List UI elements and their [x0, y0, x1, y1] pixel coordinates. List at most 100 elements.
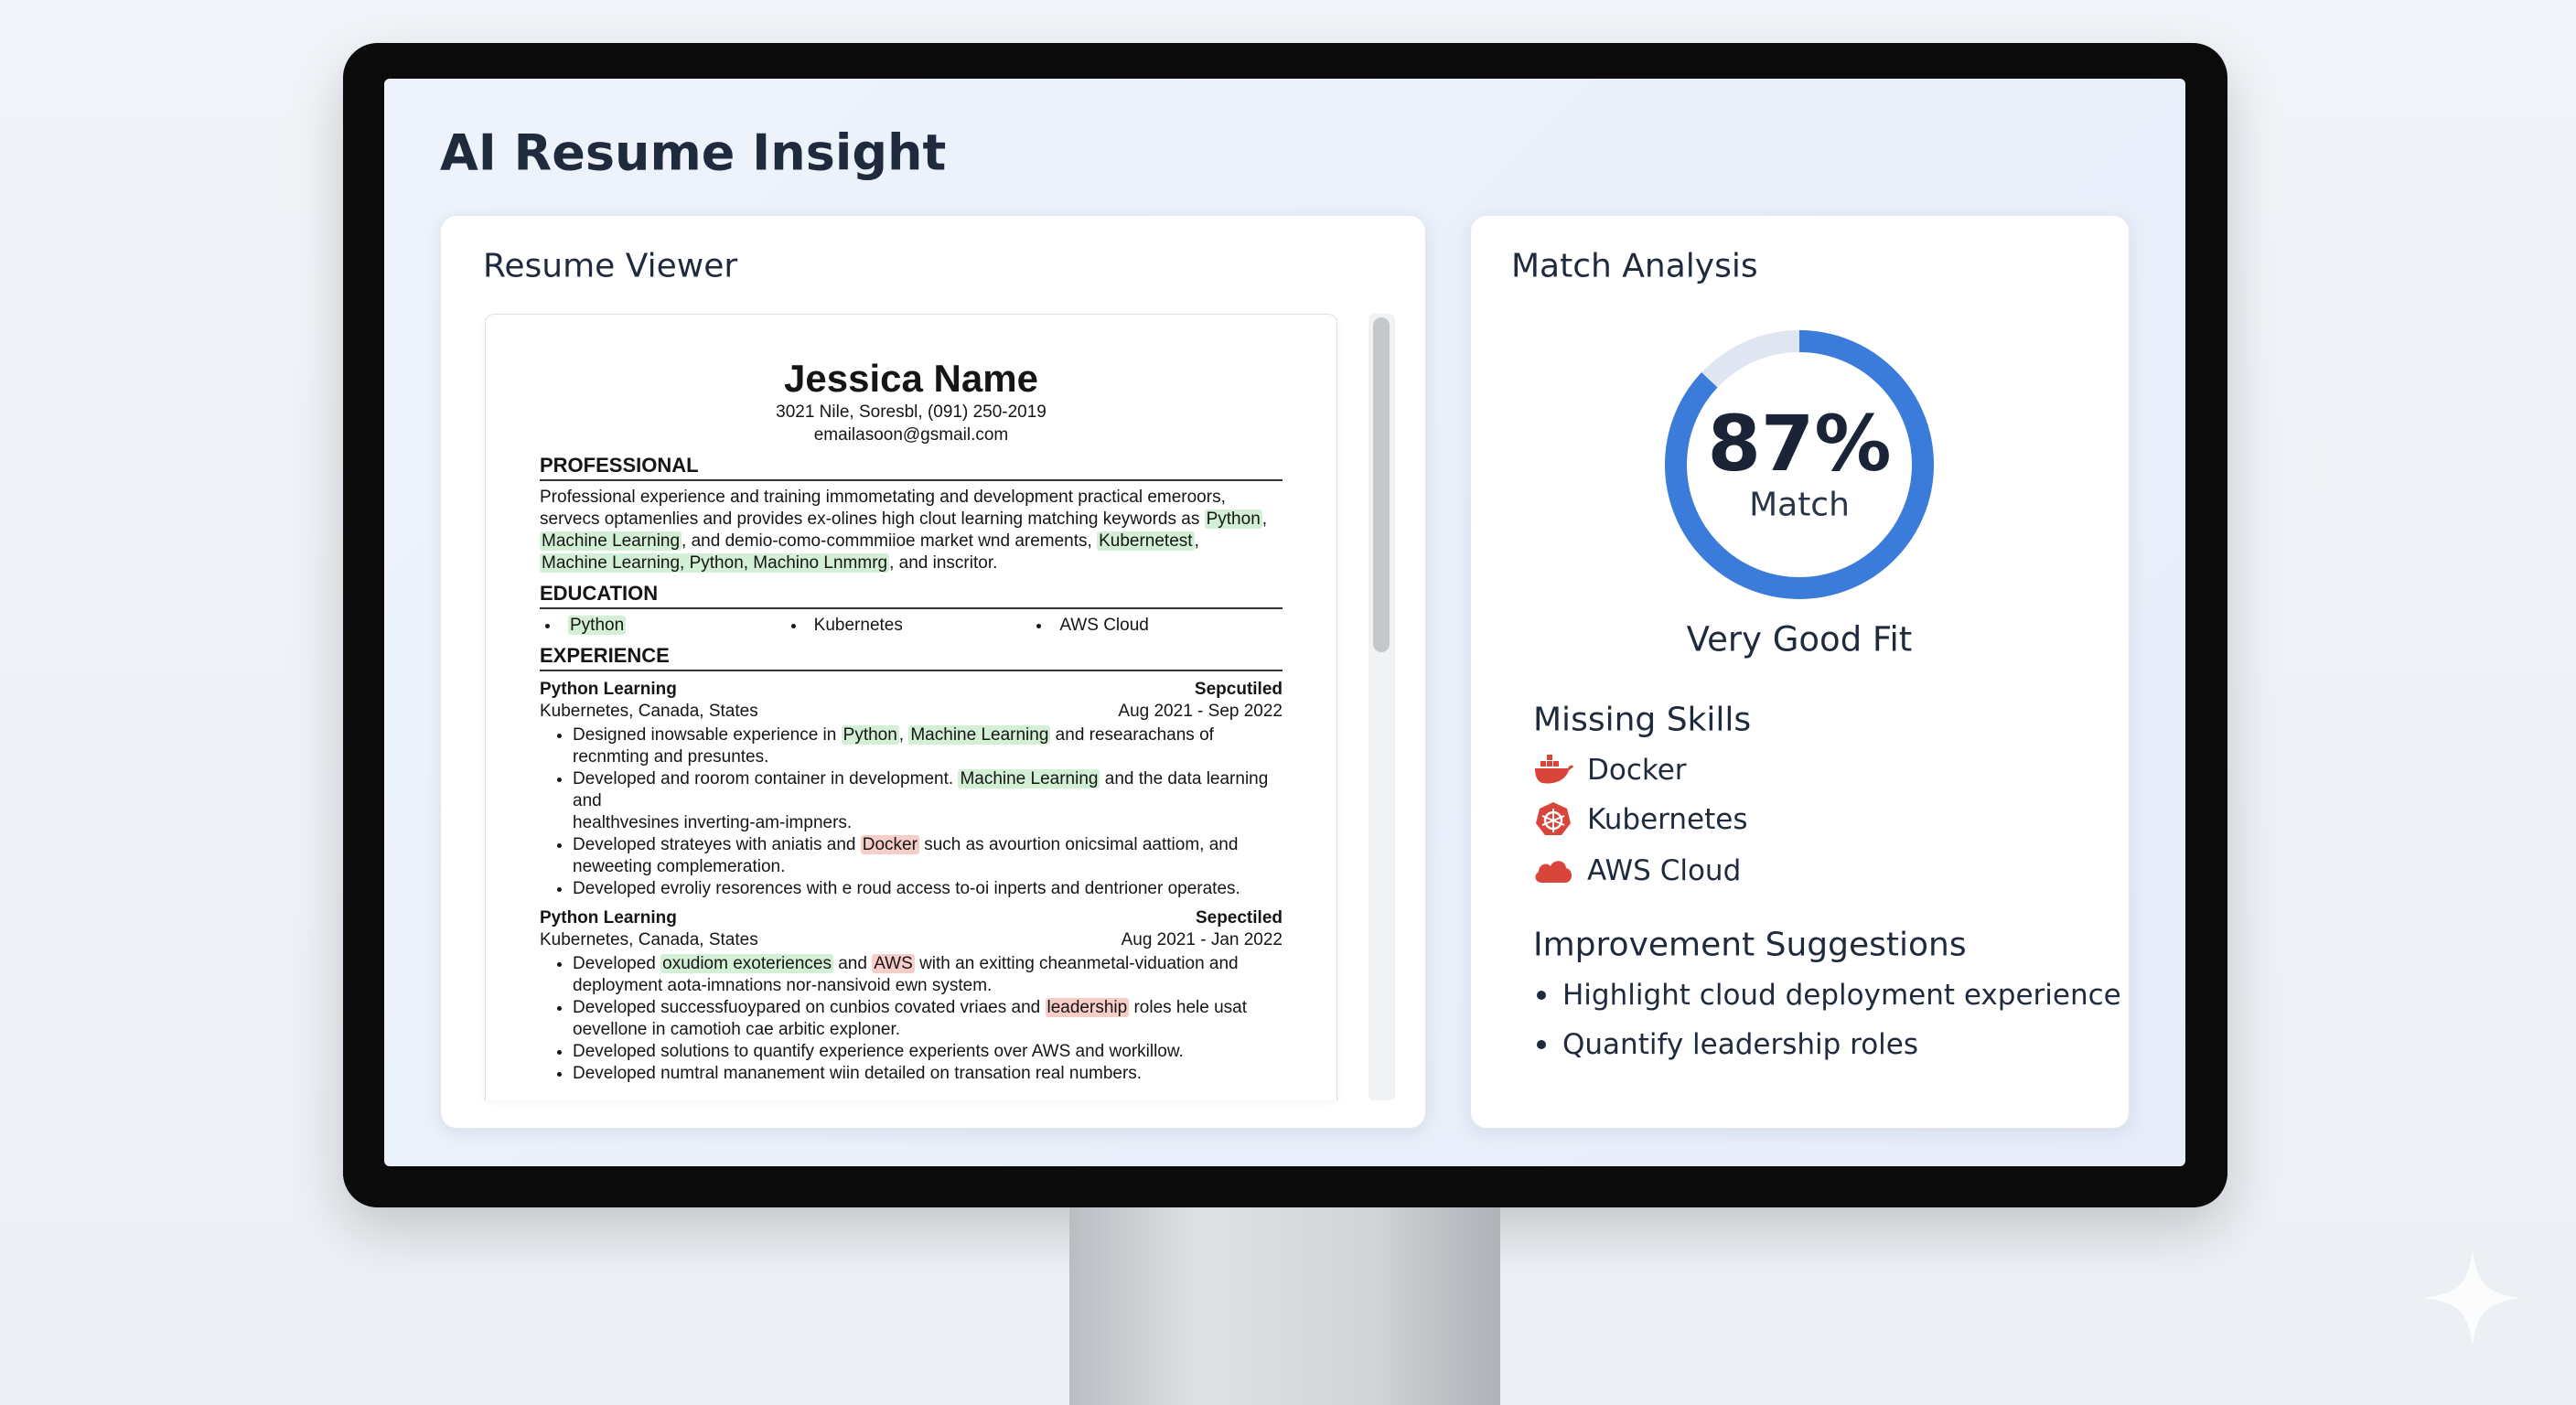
- text: Kubernetes: [813, 616, 903, 635]
- scrollbar-thumb[interactable]: [1373, 317, 1390, 652]
- score-caption: Match: [1749, 486, 1850, 524]
- keyword-highlight: AWS: [872, 954, 915, 973]
- bullet: Designed inowsable experience in Python,…: [573, 724, 1283, 768]
- bullet: Developed successfuoypared on cunbios co…: [573, 997, 1283, 1041]
- text: Professional experience and training imm…: [540, 488, 1226, 507]
- keyword-highlight: Machine Learning, Python, Machino Lnmmrg: [540, 553, 890, 573]
- text: ,: [1261, 509, 1268, 529]
- text: Designed inowsable experience in: [573, 725, 842, 745]
- text: recnmting and presuntes.: [573, 747, 769, 767]
- section-heading: PROFESSIONAL: [540, 454, 1283, 481]
- text: Developed numtral mananement wiin detail…: [573, 1064, 1143, 1083]
- missing-skill: Docker: [1587, 754, 1687, 787]
- text: oevellone in camotioh cae arbitic explon…: [573, 1020, 901, 1039]
- text: Developed: [573, 954, 661, 973]
- job-meta: Kubernetes, Canada, States Aug 2021 - Jan…: [540, 929, 1283, 951]
- missing-skill: Kubernetes: [1587, 803, 1748, 836]
- keyword-highlight: Python: [568, 616, 627, 635]
- bullet: Developed strateyes with aniatis and Doc…: [573, 834, 1283, 878]
- resume-name: Jessica Name: [784, 357, 1038, 400]
- text: Developed and roorom container in develo…: [573, 769, 959, 788]
- sparkle: [2424, 1249, 2521, 1346]
- text: and: [832, 954, 873, 973]
- job-header: Python Learning Sepcutiled: [540, 679, 1283, 701]
- job-tag: Sepcutiled: [1194, 680, 1283, 699]
- text-line: Machine Learning, Python, Machino Lnmmrg…: [540, 552, 1283, 574]
- score-label: 87%: [1707, 399, 1892, 488]
- keyword-highlight: Python: [841, 725, 899, 745]
- section-heading: EXPERIENCE: [540, 644, 1283, 671]
- score-donut: [1665, 330, 1934, 599]
- section-title: Improvement Suggestions: [1533, 926, 1967, 964]
- text: such as avourtion onicsimal aattiom, and: [918, 835, 1239, 854]
- kubernetes-icon: [1536, 802, 1571, 835]
- text-line: servecs optamenlies and provides ex-olin…: [540, 509, 1283, 531]
- cloud-icon: [1535, 861, 1572, 883]
- education-item: AWS Cloud: [1036, 615, 1283, 637]
- text: , and demio-como-commmiioe market wnd ar…: [682, 531, 1098, 551]
- section-title: Missing Skills: [1533, 701, 1752, 739]
- education-item: Python: [545, 615, 791, 637]
- job-location: Kubernetes, Canada, States: [540, 702, 758, 721]
- job-meta: Kubernetes, Canada, States Aug 2021 - Sep…: [540, 701, 1283, 723]
- bullet-list: Designed inowsable experience in Python,…: [540, 724, 1283, 900]
- text: , and inscritor.: [889, 553, 998, 573]
- suggestion: Quantify leadership roles: [1562, 1028, 1919, 1061]
- monitor-stand: [1069, 1207, 1500, 1405]
- match-analysis-card: [1470, 215, 2130, 1129]
- text: and the data learning and: [573, 769, 1269, 810]
- keyword-highlight: leadership: [1045, 998, 1130, 1017]
- text: Developed strateyes with aniatis and: [573, 835, 861, 854]
- missing-skill: AWS Cloud: [1587, 854, 1742, 887]
- donut-arc: [1665, 330, 1934, 599]
- text: Developed evroliy resorences with e roud…: [573, 879, 1240, 898]
- bullet-list: Developed oxudiom exoteriences and AWS w…: [540, 953, 1283, 1085]
- text: neweeting complemeration.: [573, 857, 786, 876]
- job-title: Python Learning: [540, 680, 677, 699]
- text: deployment aota-imnations nor-nansivoid …: [573, 976, 993, 995]
- bullet: Developed and roorom container in develo…: [573, 768, 1283, 834]
- job-location: Kubernetes, Canada, States: [540, 930, 758, 949]
- keyword-highlight: Docker: [860, 835, 919, 854]
- card-title: Resume Viewer: [483, 247, 738, 285]
- text: ,: [1194, 531, 1199, 551]
- keyword-highlight: Machine Learning: [540, 531, 682, 551]
- resume-document[interactable]: Jessica Name 3021 Nile, Soresbl, (091) 25…: [485, 314, 1337, 1100]
- text: healthvesines inverting-am-impners.: [573, 813, 853, 832]
- bullet: Developed solutions to quantify experien…: [573, 1041, 1283, 1063]
- resume-contact: emailasoon@gsmail.com: [813, 425, 1009, 445]
- card-title: Match Analysis: [1511, 247, 1758, 285]
- job-dates: Aug 2021 - Jan 2022: [1121, 930, 1283, 949]
- text-line: Machine Learning, and demio-como-commmii…: [540, 531, 1283, 552]
- education-list: Python Kubernetes AWS Cloud: [540, 615, 1283, 637]
- bullet-dot: [1537, 1040, 1546, 1049]
- education-item: Kubernetes: [791, 615, 1037, 637]
- job-dates: Aug 2021 - Sep 2022: [1118, 702, 1283, 721]
- text: Developed solutions to quantify experien…: [573, 1042, 1184, 1061]
- verdict: Very Good Fit: [1686, 619, 1913, 660]
- keyword-highlight: oxudiom exoteriences: [660, 954, 833, 973]
- job-title: Python Learning: [540, 908, 677, 928]
- keyword-highlight: Machine Learning: [908, 725, 1051, 745]
- suggestion: Highlight cloud deployment experience: [1562, 979, 2121, 1012]
- text: with an exitting cheanmetal-viduation an…: [914, 954, 1239, 973]
- app-title: AI Resume Insight: [440, 123, 947, 182]
- bullet: Developed oxudiom exoteriences and AWS w…: [573, 953, 1283, 997]
- keyword-highlight: Kubernetest: [1097, 531, 1195, 551]
- docker-icon: [1535, 755, 1573, 784]
- keyword-highlight: Python: [1204, 509, 1262, 529]
- text: Developed successfuoypared on cunbios co…: [573, 998, 1046, 1017]
- job-header: Python Learning Sepectiled: [540, 907, 1283, 929]
- resume-contact: 3021 Nile, Soresbl, (091) 250-2019: [776, 402, 1046, 422]
- text-line: Professional experience and training imm…: [540, 487, 1283, 509]
- bullet: Developed evroliy resorences with e roud…: [573, 878, 1283, 900]
- text: servecs optamenlies and provides ex-olin…: [540, 509, 1205, 529]
- text: ,: [898, 725, 909, 745]
- bullet-dot: [1537, 991, 1546, 1000]
- text: roles hele usat: [1129, 998, 1248, 1017]
- keyword-highlight: Machine Learning: [958, 769, 1100, 788]
- text: and researachans of: [1050, 725, 1214, 745]
- job-tag: Sepectiled: [1195, 908, 1283, 928]
- text: AWS Cloud: [1059, 616, 1149, 635]
